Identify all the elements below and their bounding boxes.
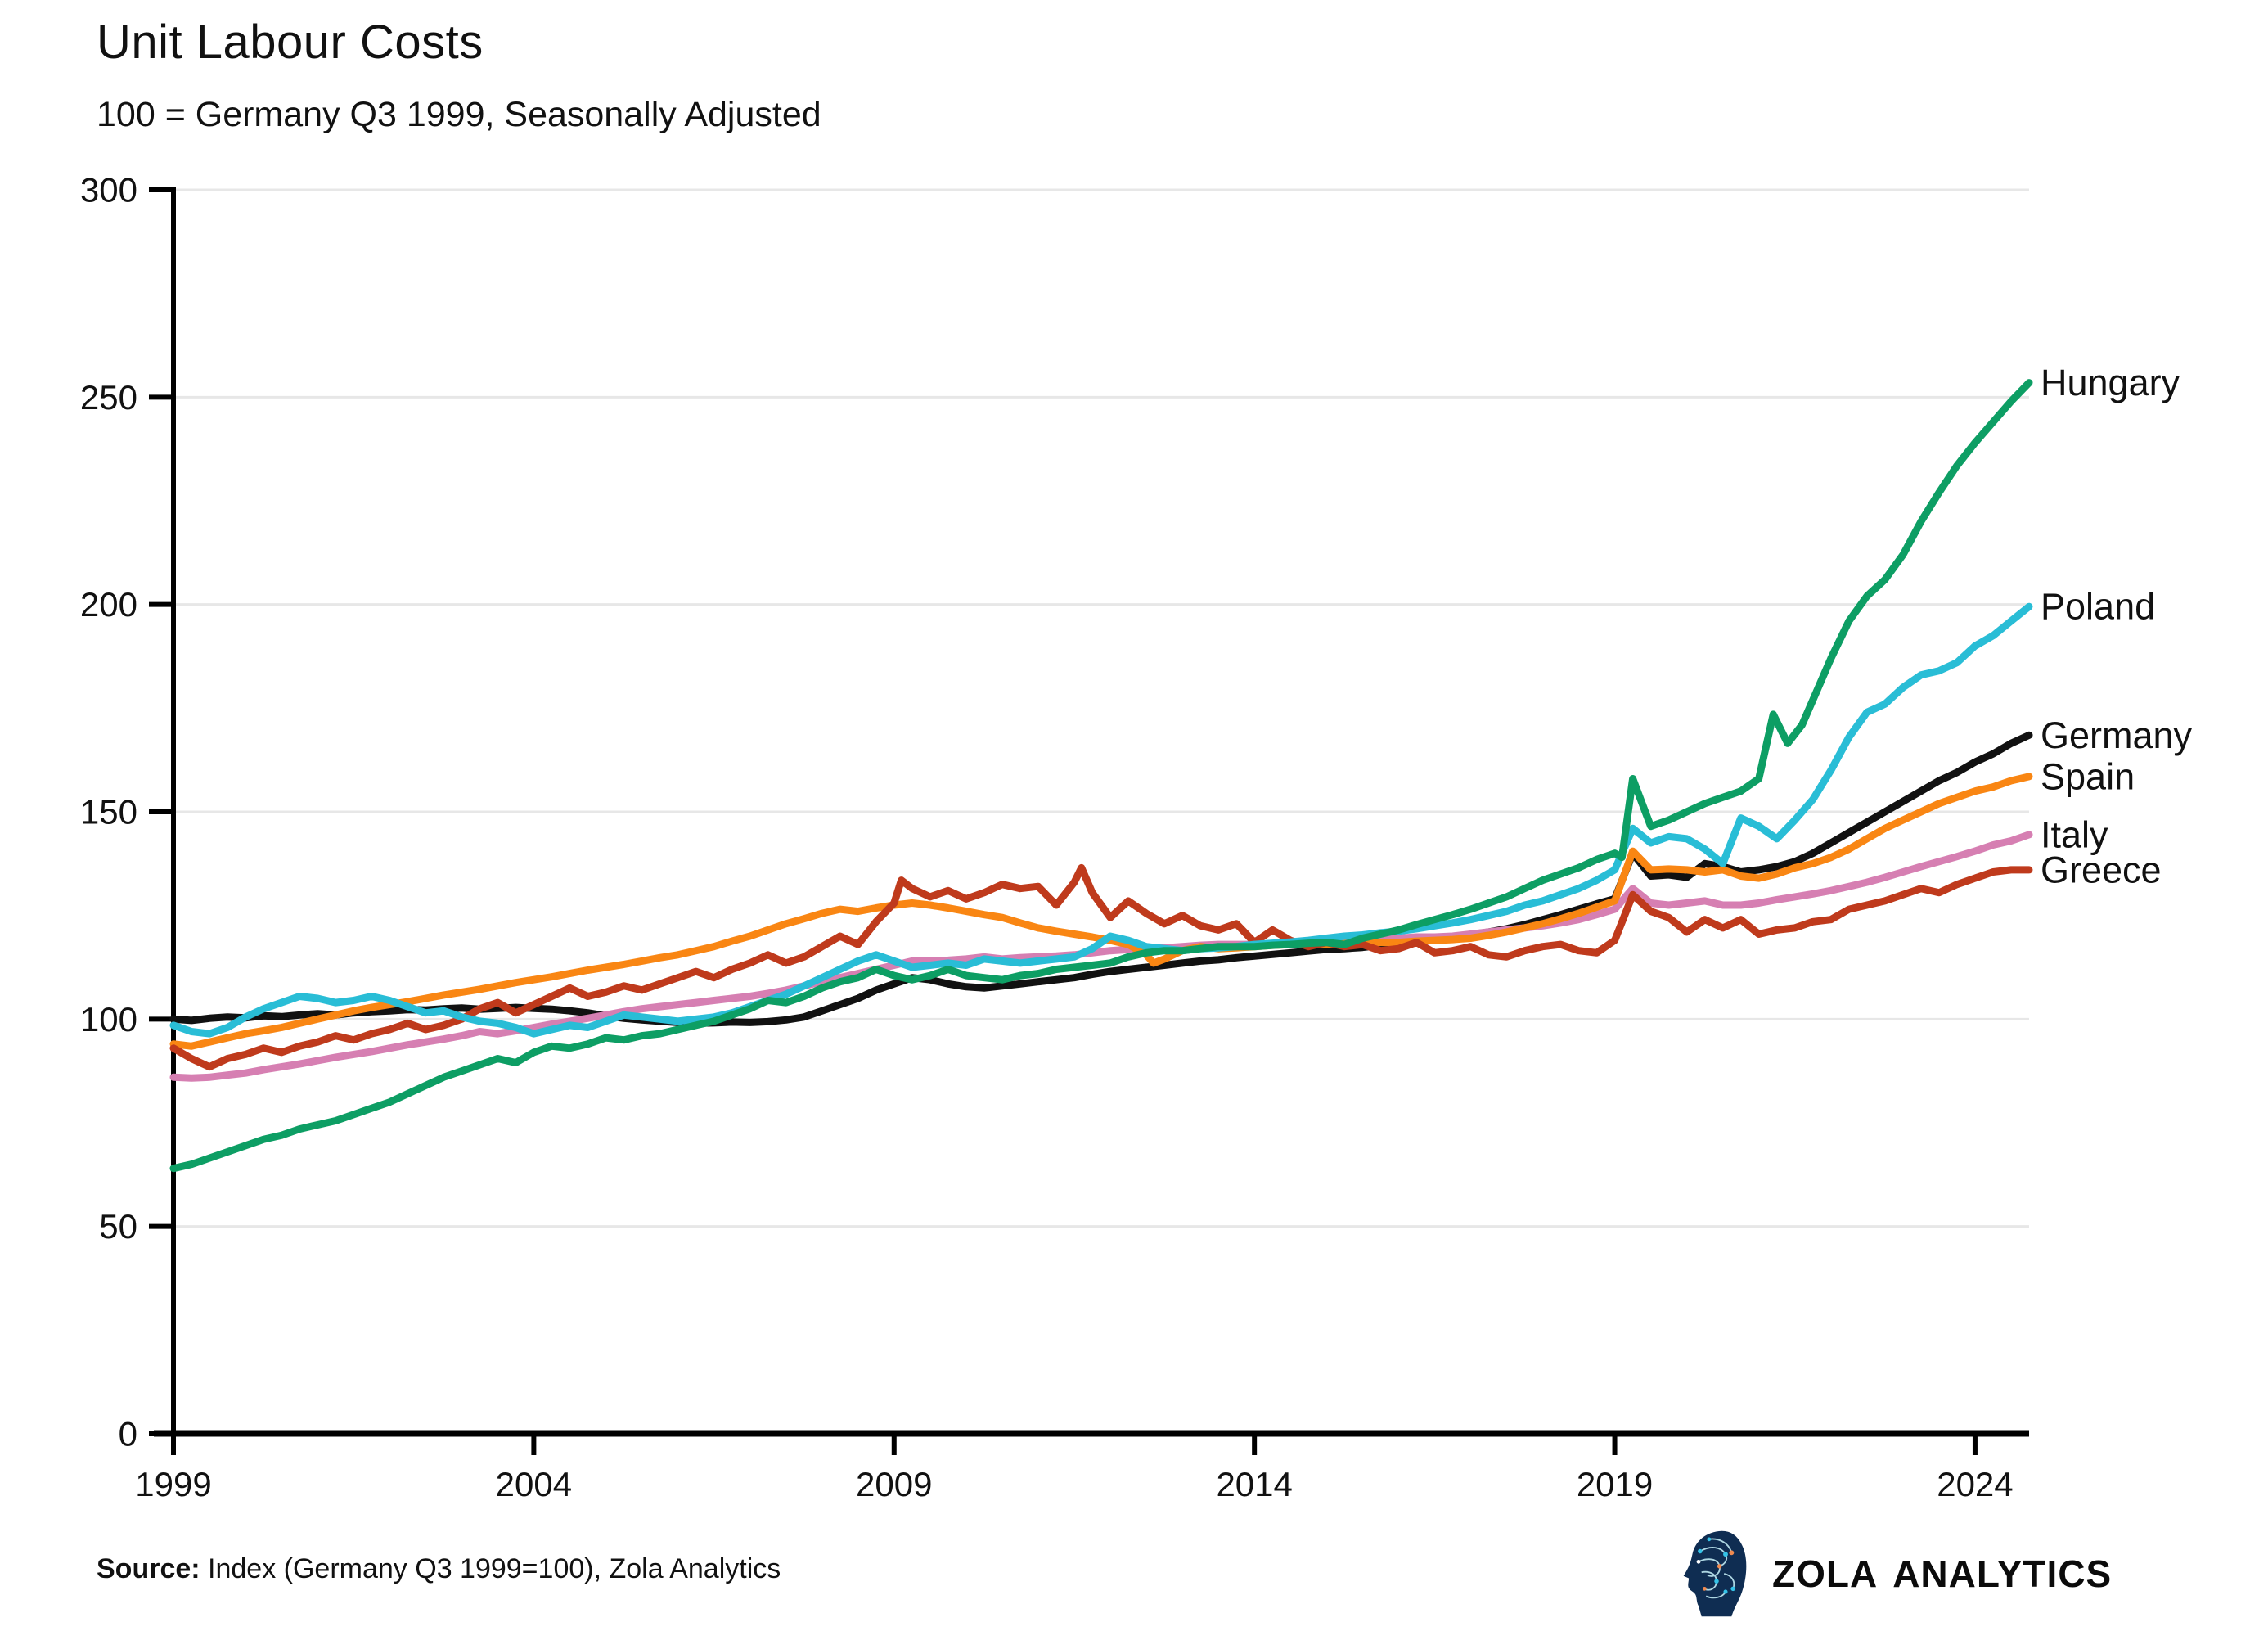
x-tick-label-2024: 2024	[1937, 1465, 2013, 1503]
series-line-italy	[169, 831, 2033, 1082]
y-tick-label-100: 100	[80, 1000, 137, 1039]
x-tick-label-2004: 2004	[496, 1465, 572, 1503]
y-tick-label-0: 0	[119, 1415, 137, 1453]
y-tick-label-50: 50	[99, 1207, 137, 1246]
series-label-hungary: Hungary	[2041, 362, 2180, 403]
logo-text: ZOLA ANALYTICS	[1772, 1552, 2112, 1596]
logo-word-analytics: ANALYTICS	[1892, 1552, 2113, 1595]
series-line-greece	[169, 863, 2033, 1071]
head-silhouette	[1683, 1530, 1747, 1617]
series-label-spain: Spain	[2041, 755, 2135, 797]
y-tick-label-150: 150	[80, 793, 137, 831]
source-label: Source:	[97, 1553, 200, 1584]
chart-subtitle: 100 = Germany Q3 1999, Seasonally Adjust…	[97, 95, 821, 134]
series-label-italy: Italy	[2041, 813, 2108, 855]
series-label-greece: Greece	[2041, 849, 2162, 890]
x-tick-label-2014: 2014	[1216, 1465, 1292, 1503]
x-tick-label-1999: 1999	[135, 1465, 211, 1503]
source-note: Source: Index (Germany Q3 1999=100), Zol…	[97, 1553, 781, 1585]
x-tick-label-2009: 2009	[856, 1465, 932, 1503]
chart-title: Unit Labour Costs	[97, 16, 484, 69]
y-tick-label-250: 250	[80, 378, 137, 417]
brand-logo: ZOLA ANALYTICS	[1679, 1529, 2112, 1619]
source-text: Index (Germany Q3 1999=100), Zola Analyt…	[200, 1553, 781, 1584]
y-tick-label-300: 300	[80, 171, 137, 210]
logo-word-zola: ZOLA	[1772, 1552, 1879, 1595]
series-line-hungary	[169, 379, 2033, 1173]
series-label-germany: Germany	[2041, 714, 2193, 756]
x-tick-label-2019: 2019	[1577, 1465, 1653, 1503]
series-line-poland	[169, 602, 2033, 1038]
series-label-poland: Poland	[2041, 586, 2155, 628]
brain-circuit-icon	[1683, 1530, 1747, 1617]
y-tick-label-200: 200	[80, 585, 137, 624]
